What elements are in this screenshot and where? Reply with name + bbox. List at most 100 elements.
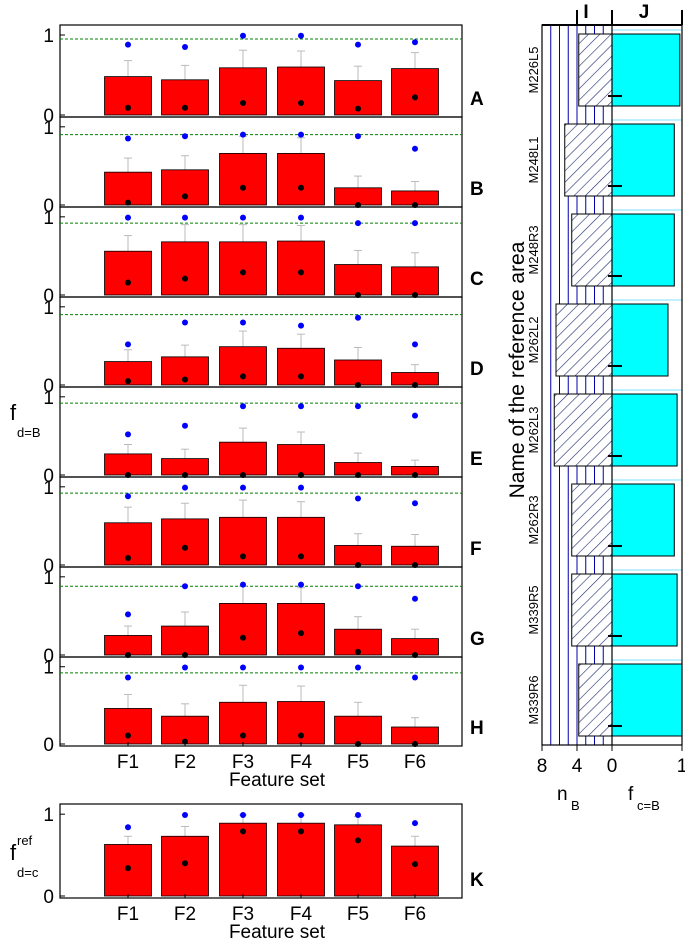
fcB-label-sub: c=B bbox=[637, 798, 660, 813]
nB-bar-m226l5 bbox=[578, 33, 613, 107]
blue-dot bbox=[125, 611, 131, 618]
bar-f4 bbox=[277, 603, 325, 656]
blue-dot bbox=[125, 214, 131, 221]
y-tick-label: 1 bbox=[43, 478, 54, 499]
blue-dot bbox=[182, 214, 188, 221]
x-tick-label: F1 bbox=[117, 904, 139, 925]
left-ylabel-main: f bbox=[10, 400, 17, 425]
right-panel: M226L5 M248L1 M248R3 M262L2 M262L3 M262R3 M339… bbox=[526, 10, 685, 777]
blue-dot bbox=[125, 493, 131, 500]
x-tick-label: F6 bbox=[404, 752, 426, 773]
bar-f2 bbox=[161, 241, 209, 296]
blue-dot bbox=[182, 812, 188, 818]
x-tick-label: F6 bbox=[404, 904, 426, 925]
blue-dot bbox=[298, 32, 304, 39]
area-name-label: M248R3 bbox=[526, 225, 541, 274]
y-tick-label: 1 bbox=[43, 26, 54, 47]
bar-f2 bbox=[161, 518, 209, 566]
black-dot bbox=[125, 104, 131, 111]
blue-dot bbox=[298, 581, 304, 588]
area-name-label: M226L5 bbox=[526, 47, 541, 94]
blue-dot bbox=[125, 431, 131, 438]
x-tick-label: F2 bbox=[174, 752, 196, 773]
x-tick-label: F4 bbox=[290, 904, 313, 925]
blue-dot bbox=[298, 403, 304, 410]
fcB-bar-m262l2 bbox=[611, 303, 669, 377]
bottom-tick-label: 1 bbox=[677, 756, 685, 777]
y-tick-label: 1 bbox=[43, 298, 54, 319]
bar-f1 bbox=[104, 171, 152, 206]
bottom-tick-label: 4 bbox=[572, 756, 583, 777]
bar-f3 bbox=[219, 516, 267, 566]
panel-h: 0 1 H F1 F2 F3 F4 F5 F6 bbox=[43, 656, 484, 773]
bar-f3 bbox=[219, 603, 267, 656]
area-name-label: M248L1 bbox=[526, 137, 541, 184]
y-tick-label: 1 bbox=[43, 388, 54, 409]
y-tick-label: 0 bbox=[43, 646, 54, 667]
panel-e: 0 1 E bbox=[43, 386, 483, 487]
black-dot bbox=[298, 100, 304, 106]
panel-letter: K bbox=[470, 870, 484, 891]
blue-dot bbox=[240, 812, 246, 818]
black-dot bbox=[240, 100, 246, 106]
y-tick-label: 0 bbox=[43, 196, 54, 217]
blue-dot bbox=[298, 484, 304, 491]
blue-dot bbox=[412, 820, 418, 827]
bar-f5 bbox=[334, 264, 382, 296]
black-dot bbox=[125, 732, 131, 739]
bar-f5 bbox=[334, 824, 382, 897]
blue-dot bbox=[182, 422, 188, 429]
black-dot bbox=[298, 732, 304, 739]
bar-f1 bbox=[104, 250, 152, 296]
col-label-J: J bbox=[639, 2, 650, 23]
bar-f1 bbox=[104, 361, 152, 386]
area-name-label: M262L2 bbox=[526, 317, 541, 364]
blue-dot bbox=[125, 341, 131, 348]
blue-dot bbox=[298, 812, 304, 818]
x-tick-label: F1 bbox=[117, 752, 139, 773]
bar-f5 bbox=[334, 715, 382, 745]
blue-dot bbox=[355, 220, 361, 227]
black-dot bbox=[125, 865, 131, 872]
bar-f2 bbox=[161, 169, 209, 206]
y-tick-label: 0 bbox=[43, 556, 54, 577]
col-label-I: I bbox=[583, 2, 588, 23]
black-dot bbox=[240, 373, 246, 380]
panel-d: 0 1 D bbox=[43, 296, 484, 397]
panel-f: 0 1 F bbox=[43, 476, 482, 577]
black-dot bbox=[125, 279, 131, 286]
area-name-label: M262L3 bbox=[526, 407, 541, 454]
blue-dot bbox=[298, 322, 304, 329]
blue-dot bbox=[355, 495, 361, 502]
black-dot bbox=[298, 373, 304, 380]
blue-dot bbox=[240, 32, 246, 39]
bar-f4 bbox=[277, 66, 325, 116]
y-tick-label: 1 bbox=[43, 658, 54, 679]
x-tick-label: F5 bbox=[347, 752, 369, 773]
black-dot bbox=[182, 860, 188, 867]
bar-f5 bbox=[334, 359, 382, 386]
black-dot bbox=[182, 275, 188, 282]
y-tick-label: 0 bbox=[43, 286, 54, 307]
panel-letter: F bbox=[470, 539, 482, 560]
x-tick-label: F4 bbox=[290, 752, 313, 773]
panel-letter: G bbox=[470, 629, 485, 650]
black-dot bbox=[355, 837, 361, 844]
y-tick-label: 0 bbox=[43, 376, 54, 397]
nB-bar-m339r6 bbox=[578, 663, 613, 737]
blue-dot bbox=[182, 319, 188, 326]
y-tick-label: 0 bbox=[43, 887, 54, 908]
black-dot bbox=[298, 553, 304, 560]
blue-dot bbox=[298, 131, 304, 138]
nB-bar-m248l1 bbox=[564, 123, 613, 197]
black-dot bbox=[182, 738, 188, 745]
blue-dot bbox=[182, 44, 188, 50]
black-dot bbox=[240, 553, 246, 560]
area-name-label: M262R3 bbox=[526, 495, 541, 544]
black-dot bbox=[298, 630, 304, 637]
panel-letter: H bbox=[470, 718, 484, 739]
blue-dot bbox=[240, 214, 246, 221]
xlabel-main: Feature set bbox=[229, 770, 326, 791]
bar-f2 bbox=[161, 625, 209, 656]
